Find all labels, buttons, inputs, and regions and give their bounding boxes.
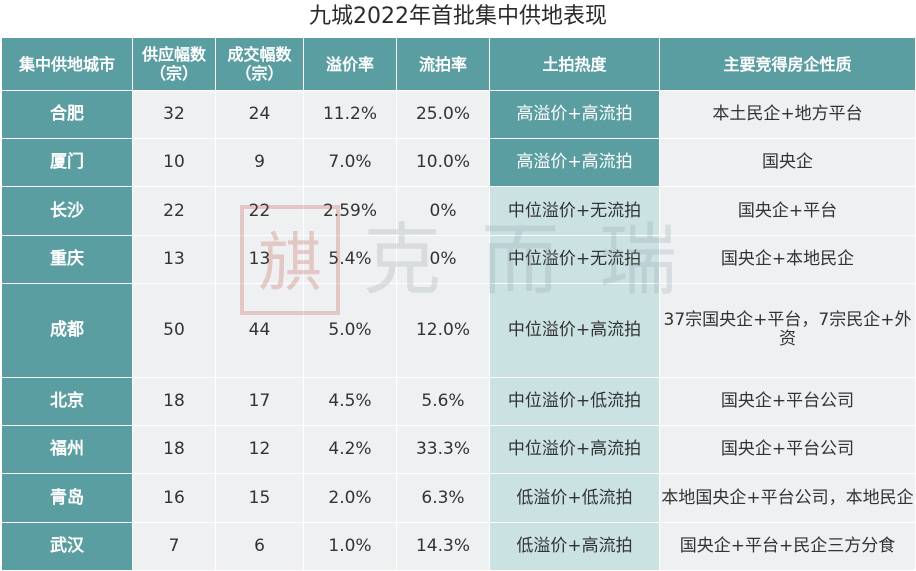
premium-cell: 11.2% — [303, 89, 397, 140]
nature-cell: 国央企+平台公司 — [659, 425, 916, 475]
city-cell: 厦门 — [1, 138, 133, 188]
unsold-cell: 25.0% — [396, 89, 490, 140]
supply-cell: 50 — [132, 282, 216, 379]
city-cell: 武汉 — [1, 521, 133, 571]
unsold-cell: 5.6% — [396, 376, 490, 427]
table-row: 北京 18 17 4.5% 5.6% 中位溢价+低流拍 国央企+平台公司 — [1, 376, 916, 427]
heat-cell: 中位溢价+无流拍 — [489, 234, 660, 284]
table-row: 武汉 7 6 1.0% 14.3% 低溢价+高流拍 国央企+平台+民企三方分食 — [1, 521, 916, 571]
premium-cell: 1.0% — [303, 521, 397, 571]
header-heat: 土拍热度 — [489, 37, 660, 91]
table-row: 合肥 32 24 11.2% 25.0% 高溢价+高流拍 本土民企+地方平台 — [1, 89, 916, 140]
city-cell: 长沙 — [1, 186, 133, 236]
supply-cell: 18 — [132, 376, 216, 427]
nature-cell: 国央企+本地民企 — [659, 234, 916, 284]
city-cell: 福州 — [1, 425, 133, 475]
supply-cell: 7 — [132, 521, 216, 571]
deal-cell: 9 — [215, 138, 304, 188]
deal-cell: 22 — [215, 186, 304, 236]
table-row: 重庆 13 13 5.4% 0% 中位溢价+无流拍 国央企+本地民企 — [1, 234, 916, 284]
deal-cell: 15 — [215, 473, 304, 523]
unsold-cell: 6.3% — [396, 473, 490, 523]
supply-cell: 22 — [132, 186, 216, 236]
table-row: 福州 18 12 4.2% 33.3% 中位溢价+高流拍 国央企+平台公司 — [1, 425, 916, 475]
city-cell: 青岛 — [1, 473, 133, 523]
heat-cell: 低溢价+低流拍 — [489, 473, 660, 523]
heat-cell: 中位溢价+低流拍 — [489, 376, 660, 427]
nature-cell: 本地国央企+平台公司，本地民企 — [659, 473, 916, 523]
heat-cell: 中位溢价+高流拍 — [489, 425, 660, 475]
premium-cell: 4.5% — [303, 376, 397, 427]
table-row: 长沙 22 22 2.59% 0% 中位溢价+无流拍 国央企+平台 — [1, 186, 916, 236]
nature-cell: 本土民企+地方平台 — [659, 89, 916, 140]
premium-cell: 2.59% — [303, 186, 397, 236]
supply-cell: 10 — [132, 138, 216, 188]
table-row: 厦门 10 9 7.0% 10.0% 高溢价+高流拍 国央企 — [1, 138, 916, 188]
premium-cell: 5.4% — [303, 234, 397, 284]
nature-cell: 国央企+平台+民企三方分食 — [659, 521, 916, 571]
header-unsold: 流拍率 — [396, 37, 490, 91]
deal-cell: 44 — [215, 282, 304, 379]
table-row: 青岛 16 15 2.0% 6.3% 低溢价+低流拍 本地国央企+平台公司，本地民企 — [1, 473, 916, 523]
header-supply: 供应幅数（宗） — [132, 37, 216, 91]
table-title: 九城2022年首批集中供地表现 — [309, 4, 607, 29]
supply-cell: 32 — [132, 89, 216, 140]
premium-cell: 5.0% — [303, 282, 397, 379]
deal-cell: 13 — [215, 234, 304, 284]
deal-cell: 6 — [215, 521, 304, 571]
unsold-cell: 33.3% — [396, 425, 490, 475]
deal-cell: 12 — [215, 425, 304, 475]
header-premium: 溢价率 — [303, 37, 397, 91]
city-cell: 重庆 — [1, 234, 133, 284]
header-nature: 主要竞得房企性质 — [659, 37, 916, 91]
land-supply-table: 集中供地城市 供应幅数（宗） 成交幅数（宗） 溢价率 流拍率 土拍热度 主要竞得… — [1, 37, 916, 571]
nature-cell: 37宗国央企+平台，7宗民企+外资 — [659, 282, 916, 379]
nature-cell: 国央企+平台公司 — [659, 376, 916, 427]
heat-cell: 高溢价+高流拍 — [489, 138, 660, 188]
nature-cell: 国央企+平台 — [659, 186, 916, 236]
deal-cell: 24 — [215, 89, 304, 140]
header-row: 集中供地城市 供应幅数（宗） 成交幅数（宗） 溢价率 流拍率 土拍热度 主要竞得… — [1, 37, 916, 91]
unsold-cell: 14.3% — [396, 521, 490, 571]
city-cell: 合肥 — [1, 89, 133, 140]
city-cell: 北京 — [1, 376, 133, 427]
heat-cell: 高溢价+高流拍 — [489, 89, 660, 140]
table-row: 成都 50 44 5.0% 12.0% 中位溢价+高流拍 37宗国央企+平台，7宗民企+外资 — [1, 282, 916, 379]
city-cell: 成都 — [1, 282, 133, 379]
heat-cell: 中位溢价+高流拍 — [489, 282, 660, 379]
header-deal: 成交幅数（宗） — [215, 37, 304, 91]
nature-cell: 国央企 — [659, 138, 916, 188]
premium-cell: 2.0% — [303, 473, 397, 523]
supply-cell: 18 — [132, 425, 216, 475]
supply-cell: 16 — [132, 473, 216, 523]
premium-cell: 7.0% — [303, 138, 397, 188]
heat-cell: 低溢价+高流拍 — [489, 521, 660, 571]
header-city: 集中供地城市 — [1, 37, 133, 91]
unsold-cell: 0% — [396, 186, 490, 236]
unsold-cell: 10.0% — [396, 138, 490, 188]
unsold-cell: 0% — [396, 234, 490, 284]
unsold-cell: 12.0% — [396, 282, 490, 379]
deal-cell: 17 — [215, 376, 304, 427]
premium-cell: 4.2% — [303, 425, 397, 475]
heat-cell: 中位溢价+无流拍 — [489, 186, 660, 236]
supply-cell: 13 — [132, 234, 216, 284]
